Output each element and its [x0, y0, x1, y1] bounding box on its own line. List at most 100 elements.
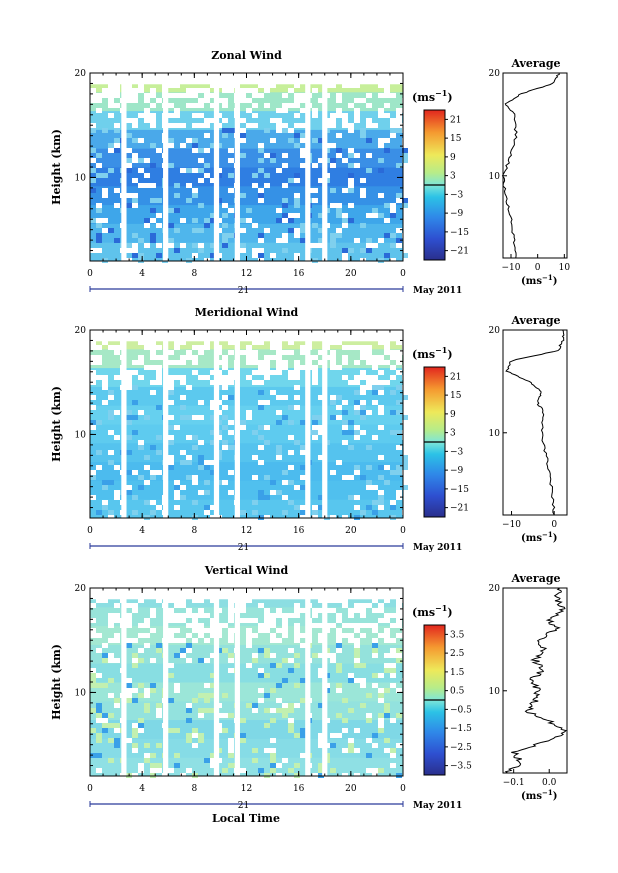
heatmap-cell	[138, 658, 144, 663]
heatmap-cell	[192, 638, 198, 643]
heatmap-cell	[168, 360, 174, 365]
heatmap-cell	[180, 143, 186, 148]
heatmap-cell	[96, 733, 102, 738]
heatmap-cell	[108, 758, 114, 763]
heatmap-cell	[378, 355, 384, 360]
heatmap-cell	[372, 643, 378, 648]
heatmap-cell	[150, 340, 156, 345]
heatmap-cell	[138, 158, 144, 163]
heatmap-cell	[90, 355, 96, 360]
heatmap-cell	[318, 668, 324, 673]
heatmap-cell	[186, 643, 192, 648]
heatmap-cell	[144, 218, 150, 223]
heatmap-cell	[126, 98, 132, 103]
heatmap-cell	[228, 638, 234, 643]
heatmap-cell	[156, 223, 162, 228]
heatmap-cell	[402, 233, 408, 238]
heatmap-cell	[168, 93, 174, 98]
heatmap-cell	[168, 390, 174, 395]
heatmap-cell	[402, 485, 408, 490]
heatmap-cell	[342, 355, 348, 360]
heatmap-cell	[264, 708, 270, 713]
colorbar-tick-label: −9	[450, 466, 464, 476]
heatmap-cell	[288, 708, 294, 713]
heatmap-cell	[192, 618, 198, 623]
heatmap-cell	[222, 415, 228, 420]
heatmap-cell	[156, 243, 162, 248]
heatmap-cell	[396, 118, 402, 123]
heatmap-cell	[174, 505, 180, 510]
heatmap-cell	[396, 228, 402, 233]
heatmap-cell	[264, 475, 270, 480]
heatmap-cell	[198, 440, 204, 445]
heatmap-cell	[96, 163, 102, 168]
heatmap-cell	[378, 500, 384, 505]
data-gap	[305, 330, 311, 518]
heatmap-cell	[270, 758, 276, 763]
heatmap-cell	[318, 623, 324, 628]
heatmap-cell	[126, 118, 132, 123]
heatmap-cell	[282, 365, 288, 370]
heatmap-cell	[282, 183, 288, 188]
heatmap-cell	[204, 693, 210, 698]
heatmap-cell	[378, 193, 384, 198]
heatmap-cell	[288, 218, 294, 223]
profile-unit-label: (ms−1)	[521, 788, 557, 802]
heatmap-cell	[294, 683, 300, 688]
heatmap-cell	[270, 340, 276, 345]
heatmap-cell	[348, 203, 354, 208]
heatmap-cell	[228, 633, 234, 638]
profile-x-tick-label: 0	[551, 520, 557, 530]
heatmap-cell	[282, 238, 288, 243]
heatmap-cell	[294, 93, 300, 98]
heatmap-cell	[330, 623, 336, 628]
heatmap-cell	[210, 440, 216, 445]
heatmap-cell	[114, 465, 120, 470]
heatmap-cell	[342, 598, 348, 603]
heatmap-cell	[198, 598, 204, 603]
heatmap-cell	[204, 148, 210, 153]
heatmap-cell	[252, 183, 258, 188]
heatmap-cell	[174, 763, 180, 768]
heatmap-cell	[366, 243, 372, 248]
heatmap-cell	[282, 623, 288, 628]
heatmap-cell	[288, 128, 294, 133]
heatmap-cell	[342, 83, 348, 88]
x-tick-label: 12	[241, 526, 252, 536]
heatmap-cell	[108, 658, 114, 663]
heatmap-cell	[390, 505, 396, 510]
profile-x-tick-label: −10	[502, 520, 521, 530]
heatmap-cell	[108, 678, 114, 683]
heatmap-cell	[390, 613, 396, 618]
heatmap-cell	[264, 173, 270, 178]
heatmap-cell	[270, 718, 276, 723]
heatmap-cell	[384, 350, 390, 355]
heatmap-cell	[252, 355, 258, 360]
heatmap-cell	[312, 623, 318, 628]
y-axis-label: Height (km)	[50, 644, 63, 720]
heatmap-cell	[168, 768, 174, 773]
heatmap-cell	[210, 763, 216, 768]
heatmap-cell	[366, 355, 372, 360]
profile-title: Average	[510, 57, 560, 70]
heatmap-cell	[156, 598, 162, 603]
heatmap-cell	[144, 365, 150, 370]
heatmap-cell	[90, 603, 96, 608]
heatmap-cell	[330, 658, 336, 663]
heatmap-cell	[330, 470, 336, 475]
heatmap-cell	[378, 505, 384, 510]
heatmap-cell	[330, 83, 336, 88]
heatmap-cell	[144, 183, 150, 188]
data-gap	[213, 588, 220, 776]
heatmap-cell	[282, 218, 288, 223]
heatmap-cell	[312, 370, 318, 375]
heatmap-cell	[366, 713, 372, 718]
heatmap-cell	[180, 93, 186, 98]
heatmap-cell	[180, 168, 186, 173]
heatmap-cell	[192, 193, 198, 198]
heatmap-cell	[348, 83, 354, 88]
heatmap-cell	[258, 370, 264, 375]
heatmap-cell	[198, 113, 204, 118]
heatmap-cell	[132, 153, 138, 158]
heatmap-cell	[126, 88, 132, 93]
